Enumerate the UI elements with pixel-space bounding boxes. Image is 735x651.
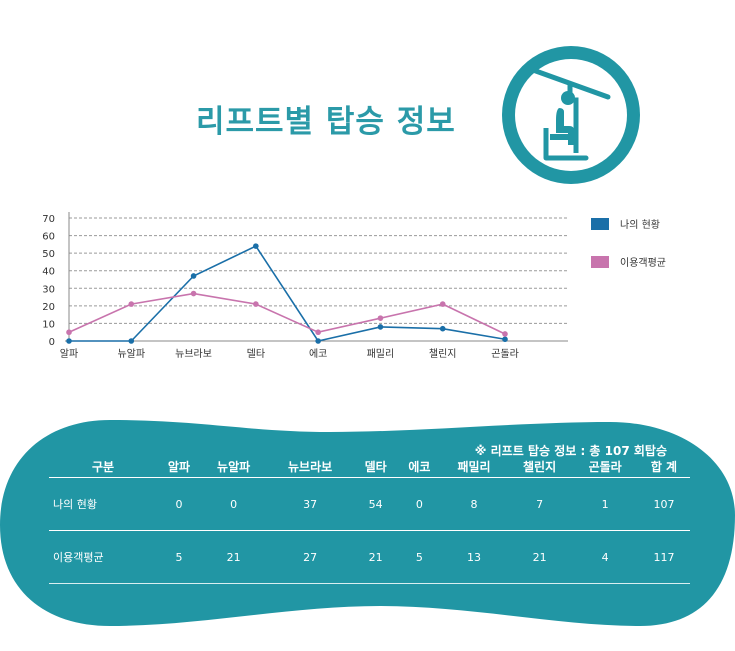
table-cell: 8 (441, 477, 507, 531)
row-label: 이용객평균 (49, 530, 158, 584)
y-tick-label: 20 (42, 302, 55, 313)
line-chart: 0 10 20 30 40 50 60 70 알파 뉴알파 뉴브라보 델타 에코 패밀리 챌린지 곤돌라 나의 … (42, 212, 666, 360)
y-tick-label: 50 (42, 249, 55, 260)
header-delta: 델타 (353, 455, 398, 478)
table-cell: 27 (266, 530, 354, 584)
table-cell: 0 (397, 477, 442, 531)
series-line (69, 245, 506, 342)
header-category: 구분 (49, 455, 158, 478)
series-line (68, 292, 506, 335)
x-tick-label: 에코 (309, 348, 327, 360)
data-point (190, 290, 197, 297)
table-cell: 1 (572, 477, 638, 531)
data-point (128, 301, 135, 307)
legend-label: 이용객평균 (620, 257, 666, 269)
data-point (253, 301, 259, 307)
chairlift-icon (502, 46, 640, 184)
y-tick-label: 40 (42, 267, 55, 278)
header-gondola: 곤돌라 (572, 455, 638, 478)
legend-swatch (591, 218, 609, 230)
total-cell: 107 (637, 477, 690, 531)
y-tick-label: 10 (42, 319, 55, 330)
table-cell: 0 (200, 477, 267, 531)
table-cell: 21 (506, 530, 573, 584)
ride-summary-note: ※ 리프트 탑승 정보 : 총 107 회탑승 (474, 444, 667, 458)
x-tick-label: 뉴알파 (117, 348, 145, 360)
table-header-row: 구분 알파 뉴알파 뉴브라보 델타 에코 패밀리 챌린지 곤돌라 합 계 (49, 455, 690, 478)
table-cell: 21 (200, 530, 267, 584)
x-tick-label: 패밀리 (367, 348, 395, 360)
legend-swatch (591, 256, 609, 268)
y-tick-label: 60 (42, 232, 55, 243)
header-family: 패밀리 (441, 455, 507, 478)
table-cell: 7 (506, 477, 573, 531)
y-tick-label: 0 (49, 337, 55, 348)
ride-table: 구분 알파 뉴알파 뉴브라보 델타 에코 패밀리 챌린지 곤돌라 합 계 나의 … (49, 455, 690, 584)
table-cell: 5 (157, 530, 201, 584)
data-point (66, 338, 72, 344)
x-tick-label: 델타 (247, 348, 265, 360)
y-tick-label: 70 (42, 214, 55, 225)
data-point (502, 331, 508, 337)
header-echo: 에코 (397, 455, 442, 478)
data-point (66, 329, 72, 336)
row-label: 나의 현황 (49, 477, 158, 531)
y-tick-label: 30 (42, 284, 55, 295)
table-cell: 5 (397, 530, 442, 584)
data-point (128, 338, 135, 344)
data-point (377, 324, 384, 330)
table-cell: 13 (441, 530, 507, 584)
header-total: 합 계 (637, 455, 690, 478)
x-tick-label: 뉴브라보 (175, 348, 212, 360)
table-row: 나의 현황 0 0 37 54 0 8 7 1 107 (49, 477, 690, 531)
header-challenge: 챌린지 (506, 455, 573, 478)
x-tick-label: 곤돌라 (491, 348, 519, 360)
table-cell: 21 (353, 530, 398, 584)
data-point (439, 325, 446, 332)
x-tick-label: 알파 (60, 348, 78, 360)
table-row: 이용객평균 5 21 27 21 5 13 21 4 117 (49, 530, 690, 584)
page-title: 리프트별 탑승 정보 (196, 104, 456, 140)
data-point (315, 338, 321, 344)
table-cell: 37 (266, 477, 354, 531)
x-tick-label: 챌린지 (429, 348, 457, 360)
data-point (315, 329, 321, 336)
table-panel: ※ 리프트 탑승 정보 : 총 107 회탑승 구분 알파 뉴알파 뉴브라보 델… (0, 420, 735, 651)
data-point (377, 315, 384, 321)
data-point (502, 336, 508, 343)
total-cell: 117 (637, 530, 690, 584)
table-cell: 54 (353, 477, 398, 531)
table-cell: 4 (572, 530, 638, 584)
table-cell: 0 (157, 477, 201, 531)
legend-label: 나의 현황 (620, 219, 660, 231)
header-alpha: 알파 (157, 455, 201, 478)
header-new-alpha: 뉴알파 (200, 455, 267, 478)
data-point (253, 243, 259, 249)
data-point (190, 273, 197, 279)
header-new-bravo: 뉴브라보 (266, 455, 354, 478)
data-point (439, 301, 446, 307)
